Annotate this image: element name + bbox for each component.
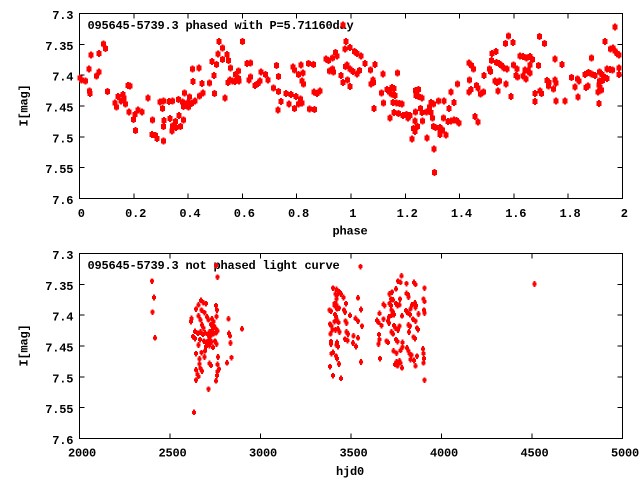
svg-text:7.4: 7.4 bbox=[52, 71, 73, 85]
svg-text:4000: 4000 bbox=[430, 446, 458, 460]
svg-text:7.6: 7.6 bbox=[52, 194, 73, 208]
svg-text:4500: 4500 bbox=[520, 446, 548, 460]
svg-text:2: 2 bbox=[621, 207, 628, 221]
svg-text:1.6: 1.6 bbox=[505, 207, 526, 221]
svg-text:1: 1 bbox=[349, 207, 356, 221]
svg-text:7.4: 7.4 bbox=[52, 311, 73, 325]
svg-text:7.55: 7.55 bbox=[45, 163, 73, 177]
svg-text:0.2: 0.2 bbox=[125, 207, 146, 221]
svg-text:hjd0: hjd0 bbox=[336, 465, 364, 479]
svg-text:0.6: 0.6 bbox=[234, 207, 255, 221]
svg-text:0.8: 0.8 bbox=[288, 207, 309, 221]
svg-text:3000: 3000 bbox=[249, 446, 277, 460]
svg-text:1.4: 1.4 bbox=[451, 207, 472, 221]
svg-text:2000: 2000 bbox=[68, 446, 96, 460]
svg-text:7.5: 7.5 bbox=[52, 132, 73, 146]
svg-text:7.3: 7.3 bbox=[52, 249, 73, 263]
svg-text:3500: 3500 bbox=[339, 446, 367, 460]
svg-text:I[mag]: I[mag] bbox=[18, 84, 32, 126]
svg-text:I[mag]: I[mag] bbox=[18, 324, 32, 366]
svg-text:095645-5739.3 phased with P=5.: 095645-5739.3 phased with P=5.71160day bbox=[88, 19, 354, 33]
svg-text:5000: 5000 bbox=[611, 446, 639, 460]
svg-text:7.45: 7.45 bbox=[45, 102, 73, 116]
svg-text:7.35: 7.35 bbox=[45, 280, 73, 294]
svg-text:0.4: 0.4 bbox=[179, 207, 200, 221]
svg-text:7.3: 7.3 bbox=[52, 9, 73, 23]
svg-text:phase: phase bbox=[332, 225, 367, 239]
svg-text:2500: 2500 bbox=[158, 446, 186, 460]
svg-text:7.55: 7.55 bbox=[45, 403, 73, 417]
svg-text:7.45: 7.45 bbox=[45, 342, 73, 356]
svg-text:7.5: 7.5 bbox=[52, 372, 73, 386]
svg-text:1.8: 1.8 bbox=[559, 207, 580, 221]
svg-text:0: 0 bbox=[78, 207, 85, 221]
svg-text:1.2: 1.2 bbox=[397, 207, 418, 221]
svg-text:7.35: 7.35 bbox=[45, 40, 73, 54]
svg-text:7.6: 7.6 bbox=[52, 434, 73, 448]
svg-text:095645-5739.3 not phased light: 095645-5739.3 not phased light curve bbox=[88, 259, 340, 273]
